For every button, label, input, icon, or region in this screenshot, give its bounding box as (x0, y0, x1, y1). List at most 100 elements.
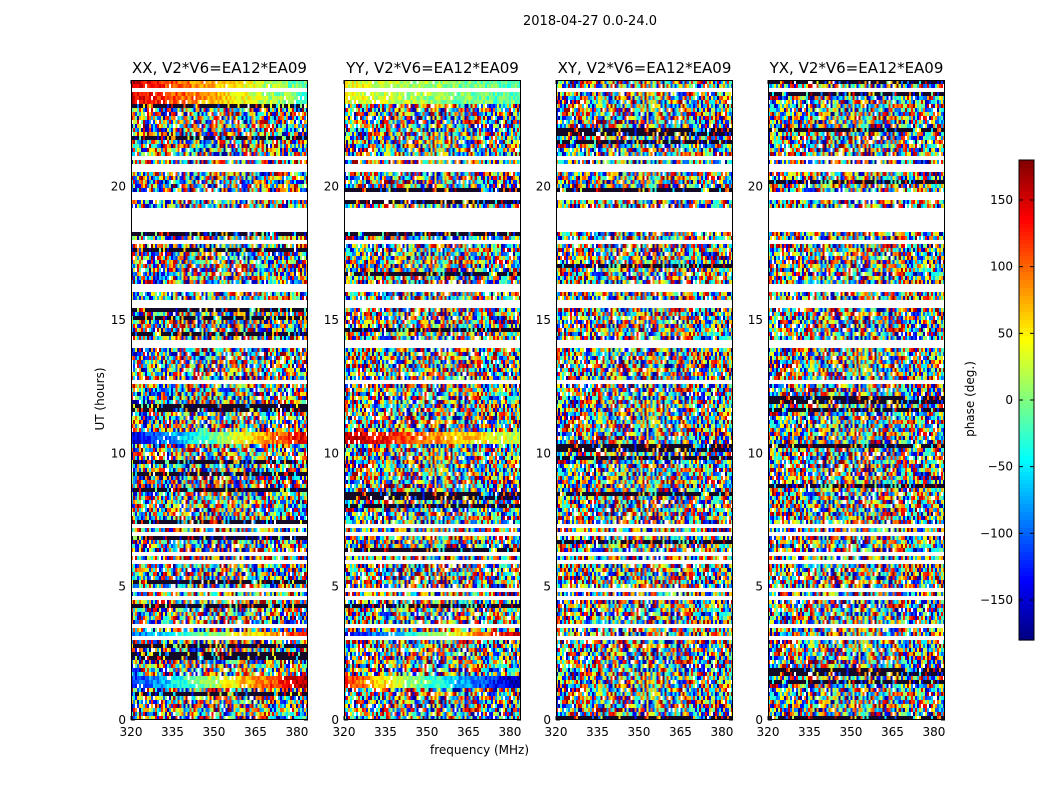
colorbar-segment (1019, 560, 1034, 565)
panel-title-2: XY, V2*V6=EA12*EA09 (557, 59, 732, 77)
panel-title-0: XX, V2*V6=EA12*EA09 (132, 59, 307, 77)
colorbar-segment (1019, 568, 1034, 573)
y-tick-label: 10 (324, 446, 339, 460)
colorbar-segment (1019, 348, 1034, 353)
colorbar-segment (1019, 472, 1034, 477)
colorbar-segment (1019, 340, 1034, 345)
x-tick-label: 335 (586, 725, 609, 739)
x-tick-label: 335 (374, 725, 397, 739)
colorbar-segment (1019, 496, 1034, 501)
colorbar-segment (1019, 276, 1034, 281)
colorbar-segment (1019, 256, 1034, 261)
panel-frame-3 (768, 80, 945, 720)
heatmap-image-3 (768, 80, 945, 720)
heatmap-image-1 (344, 80, 521, 720)
colorbar-segment (1019, 448, 1034, 453)
x-tick-label: 350 (628, 725, 651, 739)
colorbar-segment (1019, 236, 1034, 241)
colorbar-segment (1019, 380, 1034, 385)
colorbar-segment (1019, 184, 1034, 189)
y-tick-label: 5 (118, 580, 126, 594)
x-tick-label: 365 (244, 725, 267, 739)
colorbar-segment (1019, 576, 1034, 581)
colorbar-segment (1019, 336, 1034, 341)
y-tick-label: 0 (543, 713, 551, 727)
colorbar-tick-label: 100 (990, 260, 1013, 274)
x-tick-label: 335 (161, 725, 184, 739)
colorbar-tick-label: 0 (1005, 393, 1013, 407)
colorbar-segment (1019, 212, 1034, 217)
colorbar-segment (1019, 484, 1034, 489)
colorbar-segment (1019, 168, 1034, 173)
colorbar-segment (1019, 432, 1034, 437)
colorbar-segment (1019, 296, 1034, 301)
colorbar-segment (1019, 616, 1034, 621)
colorbar-segment (1019, 232, 1034, 237)
y-tick-label: 5 (543, 580, 551, 594)
colorbar-segment (1019, 240, 1034, 245)
figure-suptitle: 2018-04-27 0.0-24.0 (523, 14, 657, 29)
colorbar-segment (1019, 408, 1034, 413)
colorbar-segment (1019, 488, 1034, 493)
colorbar-segment (1019, 468, 1034, 473)
y-tick-label: 20 (748, 180, 763, 194)
colorbar-segment (1019, 368, 1034, 373)
y-tick-label: 15 (536, 313, 551, 327)
colorbar-segment (1019, 396, 1034, 401)
colorbar-segment (1019, 352, 1034, 357)
y-tick-label: 0 (755, 713, 763, 727)
y-tick-label: 20 (111, 180, 126, 194)
x-tick-label: 380 (498, 725, 521, 739)
colorbar-tick-label: −50 (988, 460, 1013, 474)
colorbar-segment (1019, 628, 1034, 633)
colorbar-tick-label: 150 (990, 193, 1013, 207)
colorbar-segment (1019, 564, 1034, 569)
colorbar-segment (1019, 332, 1034, 337)
colorbar-segment (1019, 404, 1034, 409)
colorbar-segment (1019, 356, 1034, 361)
colorbar-segment (1019, 540, 1034, 545)
colorbar-segment (1019, 288, 1034, 293)
colorbar-segment (1019, 344, 1034, 349)
y-tick-label: 10 (111, 446, 126, 460)
colorbar-segment (1019, 400, 1034, 405)
colorbar-segment (1019, 260, 1034, 265)
colorbar-segment (1019, 456, 1034, 461)
colorbar-segment (1019, 372, 1034, 377)
colorbar-segment (1019, 248, 1034, 253)
colorbar-segment (1019, 252, 1034, 257)
x-tick-label: 350 (203, 725, 226, 739)
colorbar-segment (1019, 420, 1034, 425)
colorbar-segment (1019, 532, 1034, 537)
colorbar-segment (1019, 180, 1034, 185)
y-tick-label: 0 (118, 713, 126, 727)
heatmap-image-2 (556, 80, 733, 720)
x-tick-label: 365 (457, 725, 480, 739)
panel-frame-0 (131, 80, 308, 720)
panel-title-1: YY, V2*V6=EA12*EA09 (346, 59, 519, 77)
colorbar-segment (1019, 304, 1034, 309)
colorbar-segment (1019, 528, 1034, 533)
colorbar-segment (1019, 384, 1034, 389)
colorbar-segment (1019, 492, 1034, 497)
colorbar-segment (1019, 196, 1034, 201)
x-tick-label: 350 (840, 725, 863, 739)
x-tick-label: 335 (798, 725, 821, 739)
panel-frame-2 (556, 80, 733, 720)
colorbar-segment (1019, 416, 1034, 421)
colorbar-segment (1019, 224, 1034, 229)
colorbar-segment (1019, 504, 1034, 509)
colorbar-segment (1019, 552, 1034, 557)
colorbar-segment (1019, 464, 1034, 469)
x-tick-label: 380 (922, 725, 945, 739)
colorbar-label: phase (deg.) (963, 361, 977, 437)
y-tick-label: 0 (331, 713, 339, 727)
x-tick-label: 320 (333, 725, 356, 739)
colorbar-segment (1019, 312, 1034, 317)
colorbar-segment (1019, 584, 1034, 589)
colorbar-segment (1019, 612, 1034, 617)
colorbar-segment (1019, 412, 1034, 417)
colorbar-segment (1019, 204, 1034, 209)
colorbar-segment (1019, 228, 1034, 233)
colorbar-segment (1019, 548, 1034, 553)
